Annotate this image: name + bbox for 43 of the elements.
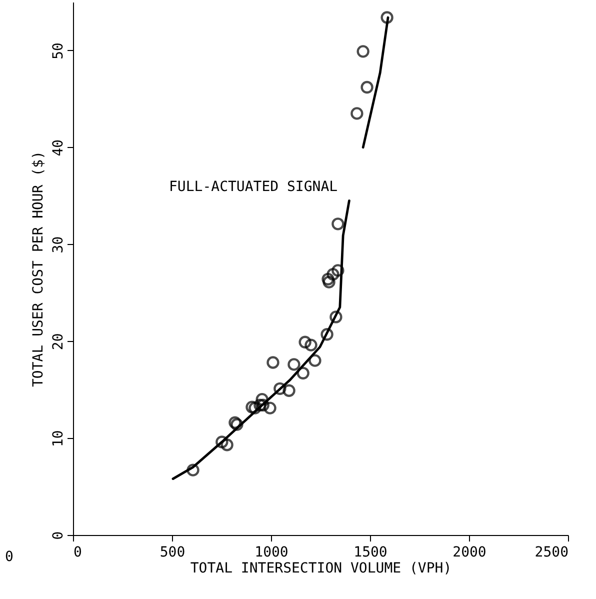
- point: [356, 45, 370, 58]
- x-tick-label: 1000: [254, 544, 288, 560]
- point: [274, 382, 286, 395]
- point: [322, 276, 336, 288]
- annotation: FULL-ACTUATED SIGNAL: [169, 179, 338, 195]
- x-tick-label: 2500: [534, 544, 568, 560]
- x-tick-label: 500: [160, 544, 186, 560]
- point: [220, 438, 234, 452]
- y-axis-title: TOTAL USER COST PER HOUR ($): [30, 150, 46, 388]
- point: [248, 402, 262, 414]
- point: [254, 398, 266, 412]
- point: [264, 402, 276, 414]
- point: [330, 310, 342, 324]
- point: [296, 366, 310, 380]
- point: [304, 338, 318, 352]
- point: [246, 400, 258, 414]
- point: [298, 336, 312, 348]
- point: [288, 358, 300, 371]
- x-axis-title: TOTAL INTERSECTION VOLUME (VPH): [190, 560, 452, 576]
- point: [320, 328, 334, 341]
- point: [282, 384, 296, 397]
- point: [256, 398, 270, 412]
- point: [186, 464, 200, 476]
- point: [332, 218, 344, 230]
- y-tick-label: 30: [50, 236, 66, 254]
- point: [256, 392, 268, 406]
- point: [308, 354, 322, 367]
- point: [350, 107, 364, 120]
- point: [216, 436, 228, 448]
- y-tick-label: 50: [50, 42, 66, 60]
- point: [322, 272, 334, 286]
- y-tick-label: 10: [50, 430, 66, 448]
- x-tick-label: 2000: [452, 544, 486, 560]
- y-tick-label: 20: [50, 333, 66, 350]
- point: [360, 80, 374, 94]
- point: [266, 356, 280, 369]
- point: [380, 11, 394, 24]
- point: [332, 264, 344, 277]
- y-tick-label: 40: [50, 139, 66, 156]
- point: [326, 268, 340, 281]
- x-tick-label: 1500: [354, 544, 388, 560]
- y-tick-label: 0: [50, 531, 66, 540]
- x-tick-label: 0: [74, 544, 82, 560]
